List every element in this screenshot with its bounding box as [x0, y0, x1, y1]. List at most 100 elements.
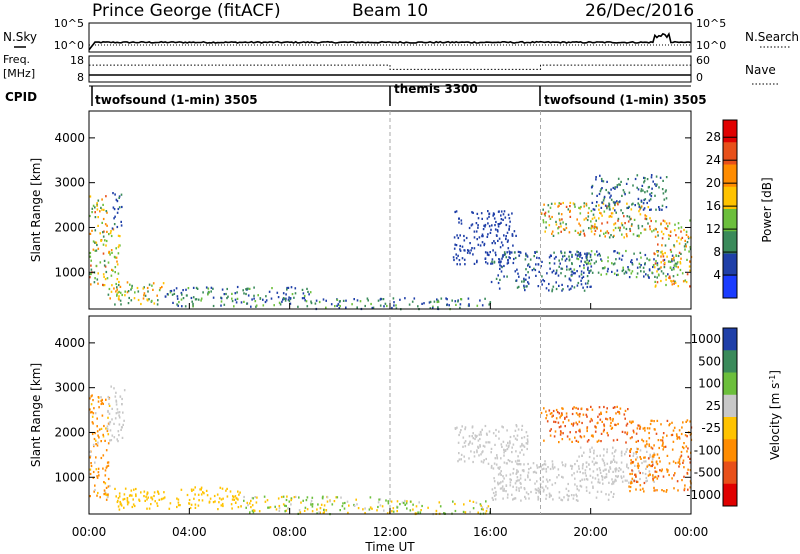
scatter-point	[503, 251, 506, 254]
scatter-point	[267, 506, 269, 509]
scatter-point	[156, 303, 159, 306]
scatter-point	[356, 503, 358, 506]
scatter-point	[549, 412, 552, 415]
scatter-point	[601, 179, 603, 183]
scatter-point	[116, 293, 118, 296]
scatter-point	[631, 262, 633, 265]
scatter-point	[548, 215, 551, 218]
scatter-point	[503, 477, 505, 480]
scatter-point	[464, 445, 467, 448]
scatter-point	[673, 264, 676, 267]
scatter-point	[581, 421, 583, 425]
scatter-point	[590, 405, 592, 408]
scatter-point	[649, 455, 651, 458]
scatter-point	[94, 412, 97, 415]
scatter-point	[401, 501, 404, 504]
scatter-point	[635, 432, 638, 435]
scatter-point	[594, 477, 597, 480]
scatter-point	[519, 251, 522, 254]
scatter-point	[516, 438, 518, 441]
scatter-point	[537, 497, 540, 500]
scatter-point	[112, 206, 115, 209]
scatter-point	[612, 458, 615, 461]
scatter-point	[551, 232, 553, 235]
scatter-point	[548, 282, 550, 286]
scatter-point	[649, 473, 651, 476]
scatter-point	[356, 306, 358, 309]
scatter-point	[92, 399, 94, 402]
scatter-point	[592, 476, 594, 479]
scatter-point	[599, 469, 601, 472]
scatter-point	[614, 226, 617, 230]
scatter-point	[676, 436, 679, 439]
scatter-point	[575, 431, 577, 434]
scatter-point	[131, 286, 133, 289]
scatter-point	[207, 293, 209, 296]
scatter-point	[608, 470, 610, 473]
scatter-point	[603, 210, 606, 213]
scatter-point	[107, 485, 110, 488]
scatter-point	[667, 469, 669, 472]
scatter-point	[537, 490, 540, 493]
scatter-point	[133, 488, 135, 491]
scatter-point	[685, 420, 687, 423]
scatter-point	[294, 495, 297, 498]
scatter-point	[503, 487, 505, 490]
scatter-point	[656, 463, 659, 466]
scatter-point	[682, 280, 685, 283]
scatter-point	[119, 235, 121, 238]
scatter-point	[588, 259, 591, 262]
scatter-point	[669, 230, 672, 233]
scatter-point	[533, 470, 536, 473]
scatter-point	[644, 228, 647, 231]
scatter-point	[96, 278, 99, 281]
scatter-point	[528, 468, 530, 471]
power-colorbar-label: Power [dB]	[760, 177, 774, 242]
scatter-point	[649, 225, 651, 228]
scatter-point	[458, 452, 460, 455]
scatter-point	[93, 490, 95, 493]
scatter-point	[236, 297, 239, 300]
scatter-point	[468, 441, 471, 444]
scatter-point	[452, 500, 454, 503]
ytick-label: 3000	[54, 381, 85, 395]
scatter-point	[635, 276, 638, 279]
scatter-point	[483, 224, 485, 227]
scatter-point	[251, 509, 254, 512]
scatter-point	[561, 412, 563, 415]
scatter-point	[106, 429, 109, 433]
scatter-point	[314, 302, 317, 305]
scatter-point	[497, 239, 499, 242]
scatter-point	[548, 256, 551, 259]
scatter-point	[636, 456, 639, 459]
scatter-point	[615, 467, 617, 470]
scatter-point	[653, 476, 656, 479]
scatter-point	[464, 440, 467, 443]
scatter-point	[236, 285, 239, 289]
scatter-point	[536, 256, 538, 259]
scatter-point	[234, 292, 237, 295]
scatter-point	[486, 235, 489, 238]
scatter-point	[605, 473, 608, 476]
scatter-point	[633, 218, 636, 221]
scatter-point	[540, 465, 542, 468]
scatter-point	[555, 408, 558, 412]
scatter-point	[600, 258, 602, 261]
scatter-point	[126, 499, 129, 502]
scatter-point	[323, 508, 325, 511]
scatter-point	[638, 470, 640, 473]
scatter-point	[688, 265, 691, 268]
scatter-point	[143, 495, 145, 498]
scatter-point	[161, 497, 163, 500]
scatter-point	[468, 226, 471, 230]
scatter-point	[622, 266, 624, 269]
scatter-point	[124, 294, 126, 297]
scatter-point	[646, 257, 648, 260]
scatter-point	[606, 448, 608, 451]
scatter-point	[561, 475, 563, 478]
scatter-point	[524, 495, 526, 498]
scatter-point	[604, 235, 606, 238]
scatter-point	[123, 493, 126, 496]
scatter-point	[493, 261, 496, 264]
scatter-point	[577, 499, 579, 502]
